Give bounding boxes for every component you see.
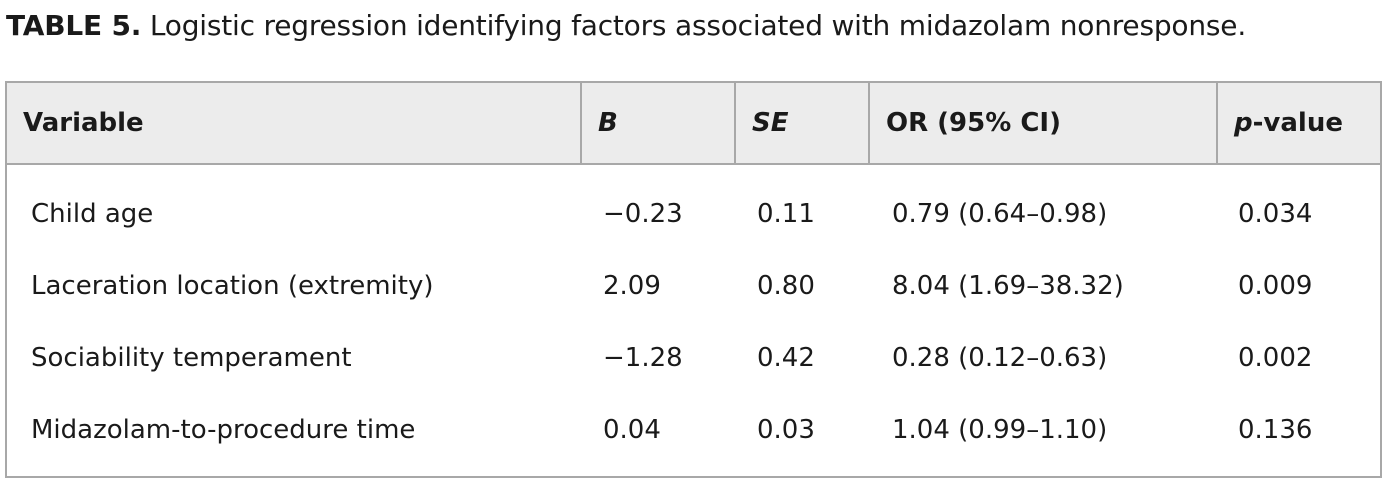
table-header-row: Variable B SE OR (95% CI) p -value xyxy=(7,83,1380,165)
table-row: Midazolam-to-procedure time 0.04 0.03 1.… xyxy=(7,394,1380,466)
cell-p-value: 0.034 xyxy=(1238,199,1313,229)
table-caption: TABLE 5. Logistic regression identifying… xyxy=(6,6,1246,46)
table-row: Child age −0.23 0.11 0.79 (0.64–0.98) 0.… xyxy=(7,178,1380,250)
header-p-italic: p xyxy=(1234,108,1253,138)
header-b-label: B xyxy=(598,108,618,138)
cell-p-value: 0.136 xyxy=(1238,415,1313,445)
cell-variable: Laceration location (extremity) xyxy=(31,271,434,301)
table-label: TABLE 5. xyxy=(6,9,142,42)
header-se: SE xyxy=(734,83,868,163)
cell-variable: Sociability temperament xyxy=(31,343,352,373)
header-p-value: p -value xyxy=(1216,83,1380,163)
cell-se: 0.03 xyxy=(757,415,815,445)
cell-b: 2.09 xyxy=(603,271,661,301)
regression-table: Variable B SE OR (95% CI) p -value Child … xyxy=(5,81,1382,478)
cell-b: −0.23 xyxy=(603,199,683,229)
cell-variable: Midazolam-to-procedure time xyxy=(31,415,416,445)
cell-or-ci: 1.04 (0.99–1.10) xyxy=(892,415,1108,445)
cell-or-ci: 8.04 (1.69–38.32) xyxy=(892,271,1124,301)
header-b: B xyxy=(580,83,734,163)
header-variable: Variable xyxy=(23,108,144,138)
cell-p-value: 0.002 xyxy=(1238,343,1313,373)
cell-se: 0.42 xyxy=(757,343,815,373)
cell-or-ci: 0.28 (0.12–0.63) xyxy=(892,343,1108,373)
cell-se: 0.80 xyxy=(757,271,815,301)
table-caption-text: Logistic regression identifying factors … xyxy=(141,9,1247,42)
cell-se: 0.11 xyxy=(757,199,815,229)
header-se-label: SE xyxy=(752,108,789,138)
header-or-ci: OR (95% CI) xyxy=(868,83,1216,163)
table-row: Sociability temperament −1.28 0.42 0.28 … xyxy=(7,322,1380,394)
cell-b: −1.28 xyxy=(603,343,683,373)
cell-variable: Child age xyxy=(31,199,154,229)
cell-or-ci: 0.79 (0.64–0.98) xyxy=(892,199,1108,229)
table-row: Laceration location (extremity) 2.09 0.8… xyxy=(7,250,1380,322)
header-p-rest: -value xyxy=(1252,108,1343,138)
cell-b: 0.04 xyxy=(603,415,661,445)
cell-p-value: 0.009 xyxy=(1238,271,1313,301)
